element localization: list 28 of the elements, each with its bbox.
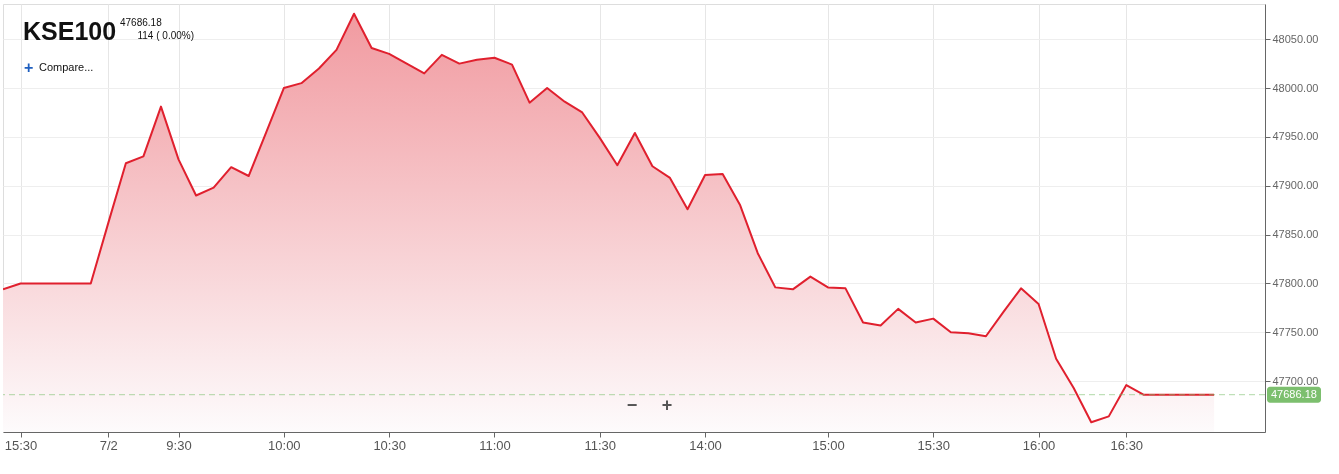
x-tick-label: 16:30 xyxy=(1110,437,1144,453)
text: KSE100 xyxy=(23,17,117,45)
text: 47686.18 xyxy=(120,17,163,28)
y-tick-label: 47900.00 xyxy=(1272,179,1319,192)
y-tick-label: 48050.00 xyxy=(1272,32,1319,45)
y-tick-label: 47950.00 xyxy=(1272,130,1319,143)
annotation: Compare... xyxy=(39,61,94,73)
y-tick-label: 47850.00 xyxy=(1272,228,1319,241)
x-tick-label: 15:30 xyxy=(4,437,38,453)
annotation: + xyxy=(24,59,34,76)
x-tick-label: 9:30 xyxy=(166,437,192,453)
y-tick-label: 48000.00 xyxy=(1272,81,1319,94)
x-tick-label: 15:00 xyxy=(812,437,845,453)
x-tick-label: 11:30 xyxy=(584,437,617,453)
x-tick-label: 11:00 xyxy=(479,437,511,453)
x-tick-label: 7/2 xyxy=(99,437,118,453)
y-tick-label: 47750.00 xyxy=(1272,325,1319,338)
x-tick-label: 10:00 xyxy=(268,437,301,453)
x-tick-label: 16:00 xyxy=(1022,437,1056,453)
x-tick-label: 10:30 xyxy=(373,437,406,453)
ref-line-label: 47686.18 xyxy=(1271,387,1317,400)
annotation: 114 ( 0.00%) xyxy=(137,30,194,41)
annotation: − xyxy=(626,395,638,415)
x-tick-label: 14:00 xyxy=(689,437,722,453)
annotation: + xyxy=(661,395,673,415)
x-tick-label: 15:30 xyxy=(917,437,951,453)
y-tick-label: 47800.00 xyxy=(1272,276,1319,289)
y-tick-label: 47700.00 xyxy=(1272,374,1319,387)
